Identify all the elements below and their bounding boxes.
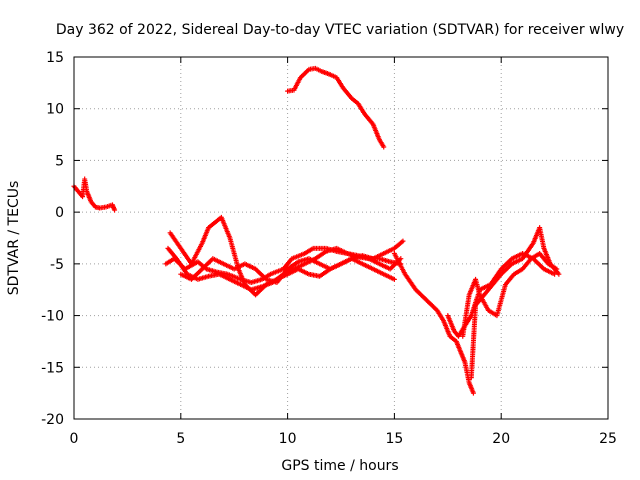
x-tick-label: 0 — [70, 431, 79, 447]
grid-layer — [74, 57, 608, 419]
x-tick-label: 5 — [176, 431, 185, 447]
x-tick-label: 20 — [492, 431, 510, 447]
y-axis-label: SDTVAR / TECUs — [6, 181, 22, 296]
y-tick-label: 15 — [46, 50, 64, 66]
x-tick-label: 25 — [599, 431, 617, 447]
y-tick-label: 0 — [55, 205, 64, 221]
data-point — [391, 276, 397, 282]
x-tick-label: 15 — [385, 431, 403, 447]
data-point — [552, 271, 558, 277]
series-mid-arc-d — [178, 256, 397, 285]
y-tick-label: -15 — [41, 360, 64, 376]
chart-title: Day 362 of 2022, Sidereal Day-to-day VTE… — [56, 22, 624, 38]
y-tick-label: -10 — [41, 309, 64, 325]
series-recovery-arc-c — [445, 251, 558, 339]
y-tick-label: 5 — [55, 153, 64, 169]
y-tick-label: 10 — [46, 102, 64, 118]
data-point — [556, 271, 562, 277]
data-point — [112, 207, 118, 213]
x-tick-label: 10 — [279, 431, 297, 447]
data-layer — [71, 65, 562, 396]
tick-layer: 0 5 10 15 20 25 -20 -15 -10 -5 0 5 10 15 — [41, 50, 617, 447]
data-point — [470, 390, 476, 396]
series-high-arc — [285, 65, 387, 150]
plot-frame — [73, 56, 609, 420]
data-point — [381, 144, 387, 150]
data-point — [400, 238, 406, 244]
y-tick-label: -5 — [50, 257, 64, 273]
x-axis-label: GPS time / hours — [281, 458, 398, 474]
data-point — [554, 266, 560, 272]
y-tick-label: -20 — [41, 412, 64, 428]
